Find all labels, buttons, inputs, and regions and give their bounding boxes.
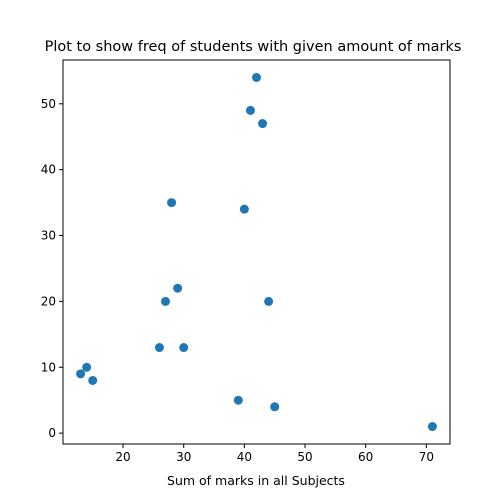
x-tick-label: 30 <box>176 450 191 464</box>
x-axis-label: Sum of marks in all Subjects <box>167 473 345 488</box>
x-tick-label: 50 <box>297 450 312 464</box>
data-point <box>82 362 92 372</box>
data-point <box>179 343 189 353</box>
plot-frame <box>62 59 451 445</box>
data-point <box>173 283 183 293</box>
y-tick-label: 50 <box>41 97 56 111</box>
data-point <box>245 105 255 115</box>
data-point <box>167 198 177 208</box>
y-axis-ticks: 0 10 20 30 40 50 <box>41 97 63 440</box>
data-point <box>154 343 164 353</box>
x-tick-label: 70 <box>419 450 434 464</box>
x-tick-label: 60 <box>358 450 373 464</box>
chart-title: Plot to show freq of students with given… <box>45 39 462 55</box>
data-point <box>161 296 171 306</box>
x-tick-label: 20 <box>115 450 130 464</box>
data-point <box>233 395 243 405</box>
data-points <box>76 72 437 432</box>
data-point <box>264 296 274 306</box>
y-tick-label: 10 <box>41 360 56 374</box>
y-tick-label: 20 <box>41 294 56 308</box>
data-point <box>88 375 98 385</box>
x-tick-label: 40 <box>237 450 252 464</box>
data-point <box>76 369 86 379</box>
data-point <box>252 72 261 82</box>
data-point <box>427 422 437 432</box>
data-point <box>270 402 280 412</box>
data-point <box>239 204 249 214</box>
y-tick-label: 0 <box>48 426 56 440</box>
x-axis-ticks: 20 30 40 50 60 70 <box>115 444 434 464</box>
data-point <box>258 119 268 129</box>
y-tick-label: 30 <box>41 229 56 243</box>
y-tick-label: 40 <box>41 163 56 177</box>
